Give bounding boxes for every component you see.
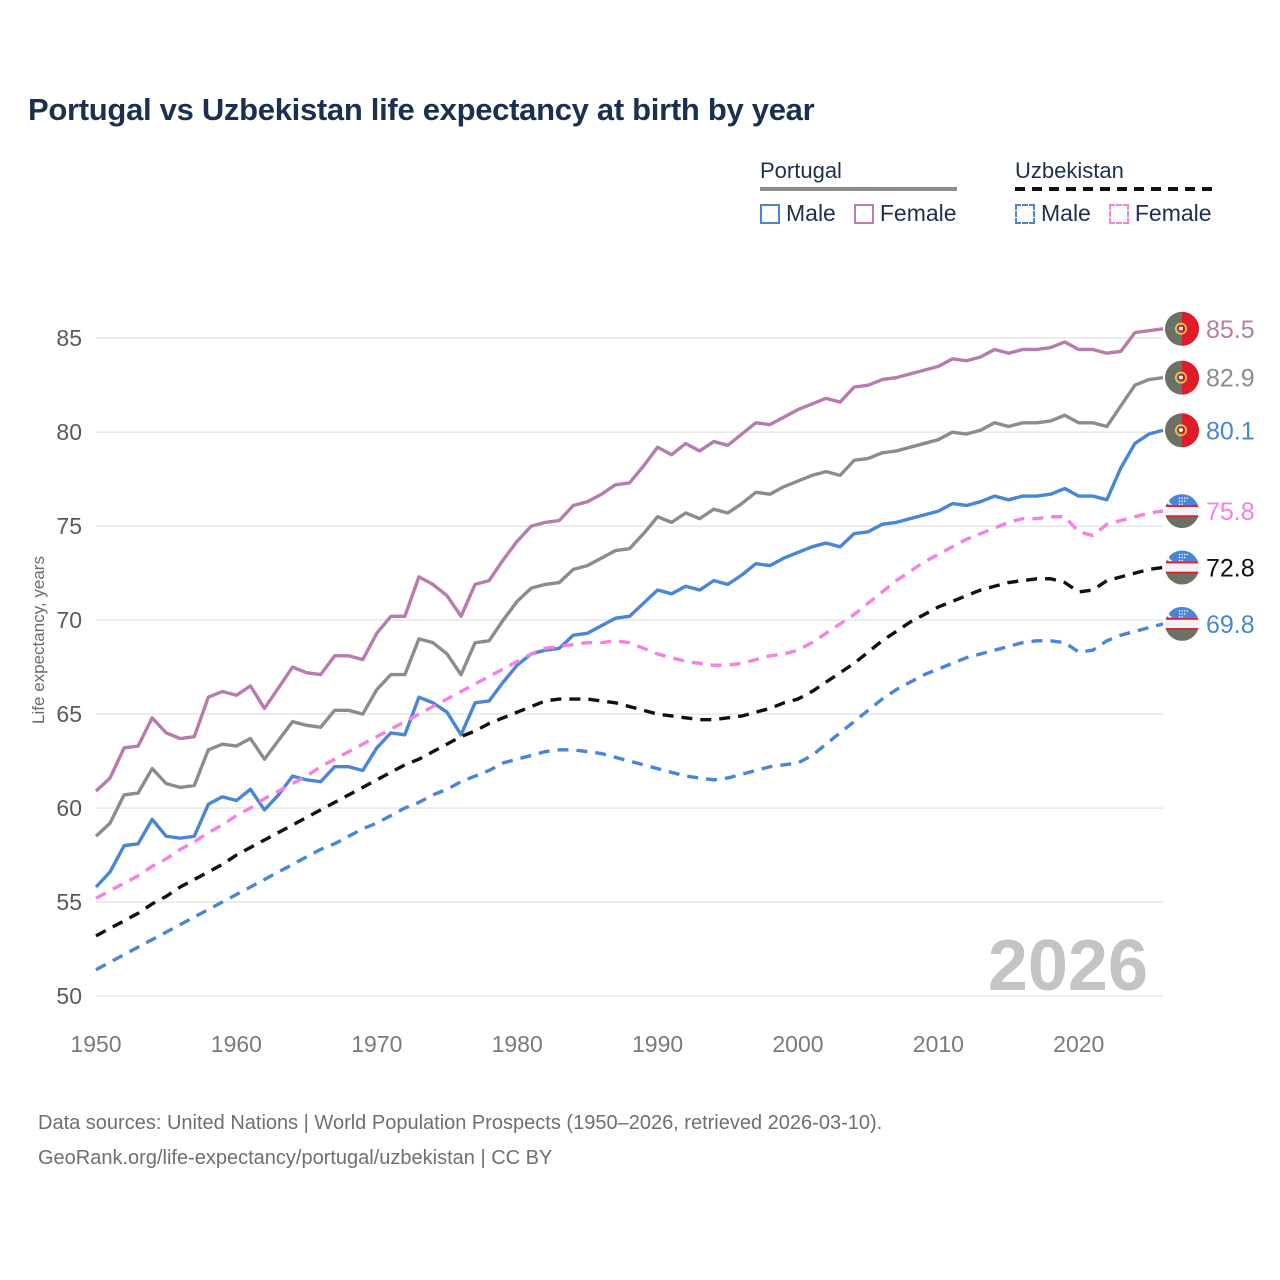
x-tick-1950: 1950: [70, 1031, 121, 1057]
y-tick-55: 55: [56, 889, 82, 915]
legend-item-uzbekistan-male[interactable]: Male: [1015, 200, 1091, 227]
series-line-uzbekistan_total: [95, 565, 1164, 938]
y-tick-80: 80: [56, 419, 82, 445]
legend-label-portugal-male: Male: [786, 200, 836, 226]
y-tick-60: 60: [56, 795, 82, 821]
end-value-portugal_total: 82.9: [1206, 365, 1255, 393]
series-line-portugal_total: [94, 375, 1164, 838]
y-tick-85: 85: [56, 325, 82, 351]
end-marker-uzbekistan_male: [1165, 606, 1199, 641]
series-line-portugal_male: [94, 428, 1164, 889]
series-line-portugal_female: [94, 327, 1164, 793]
end-marker-portugal_male: [1165, 413, 1199, 448]
y-tick-75: 75: [56, 513, 82, 539]
x-tick-1970: 1970: [351, 1031, 402, 1057]
legend-rule-portugal: [760, 187, 957, 191]
legend-swatch-icon-portugal-male: [760, 203, 780, 224]
x-tick-2020: 2020: [1053, 1031, 1104, 1057]
end-marker-uzbekistan_female: [1165, 494, 1199, 529]
legend-group-uzbekistan: Uzbekistan Male Female: [1015, 158, 1212, 227]
x-axis-ticks: 1950 1960 1970 1980 1990 2000 2010 2020: [70, 1031, 1104, 1057]
legend-swatch-icon-uzbekistan-male: [1015, 203, 1035, 224]
chart-legend: Portugal Male Female Uzbekistan Male: [760, 158, 1260, 248]
end-value-uzbekistan_total: 72.8: [1206, 554, 1255, 582]
legend-rule-uzbekistan: [1015, 187, 1212, 191]
legend-item-portugal-male[interactable]: Male: [760, 200, 836, 227]
x-tick-2000: 2000: [772, 1031, 823, 1057]
x-tick-2010: 2010: [913, 1031, 964, 1057]
legend-label-uzbekistan-male: Male: [1041, 200, 1091, 226]
legend-item-portugal-female[interactable]: Female: [853, 200, 957, 227]
page-title: Portugal vs Uzbekistan life expectancy a…: [28, 92, 815, 127]
y-tick-50: 50: [56, 983, 82, 1009]
y-axis-ticks: 50 55 60 65 70 75 80 85: [56, 325, 82, 1009]
legend-swatch-icon-portugal-female: [853, 203, 874, 224]
end-value-uzbekistan_female: 75.8: [1206, 498, 1255, 526]
y-tick-65: 65: [56, 701, 82, 727]
end-value-uzbekistan_male: 69.8: [1206, 611, 1255, 639]
end-value-portugal_male: 80.1: [1206, 417, 1255, 445]
y-axis-label: Life expectancy, years: [29, 556, 48, 724]
end-markers: 85.5 82.9 80.1 75.8 72.8 69.8: [1165, 311, 1255, 641]
legend-group-portugal: Portugal Male Female: [760, 158, 957, 227]
x-tick-1990: 1990: [632, 1031, 683, 1057]
legend-label-portugal-female: Female: [879, 200, 957, 226]
legend-item-uzbekistan-female[interactable]: Female: [1108, 200, 1212, 227]
end-value-portugal_female: 85.5: [1206, 316, 1255, 344]
legend-group-title-uzbekistan: Uzbekistan: [1015, 158, 1124, 183]
end-marker-uzbekistan_total: [1165, 550, 1199, 585]
gridlines: [96, 337, 1163, 997]
series-line-uzbekistan_male: [95, 622, 1164, 972]
year-watermark: 2026: [988, 926, 1148, 1006]
data-series: [94, 327, 1164, 972]
y-tick-70: 70: [56, 607, 82, 633]
footer-line-sources: Data sources: United Nations | World Pop…: [38, 1112, 883, 1134]
end-marker-portugal_total: [1165, 360, 1199, 395]
series-line-uzbekistan_female: [95, 509, 1164, 900]
x-tick-1960: 1960: [211, 1031, 262, 1057]
legend-group-title-portugal: Portugal: [760, 158, 842, 183]
end-marker-portugal_female: [1165, 311, 1199, 346]
footer-line-attribution: GeoRank.org/life-expectancy/portugal/uzb…: [38, 1147, 553, 1169]
chart-footer: Data sources: United Nations | World Pop…: [38, 1106, 882, 1176]
legend-label-uzbekistan-female: Female: [1134, 200, 1212, 226]
x-tick-1980: 1980: [492, 1031, 543, 1057]
legend-swatch-icon-uzbekistan-female: [1108, 203, 1129, 224]
